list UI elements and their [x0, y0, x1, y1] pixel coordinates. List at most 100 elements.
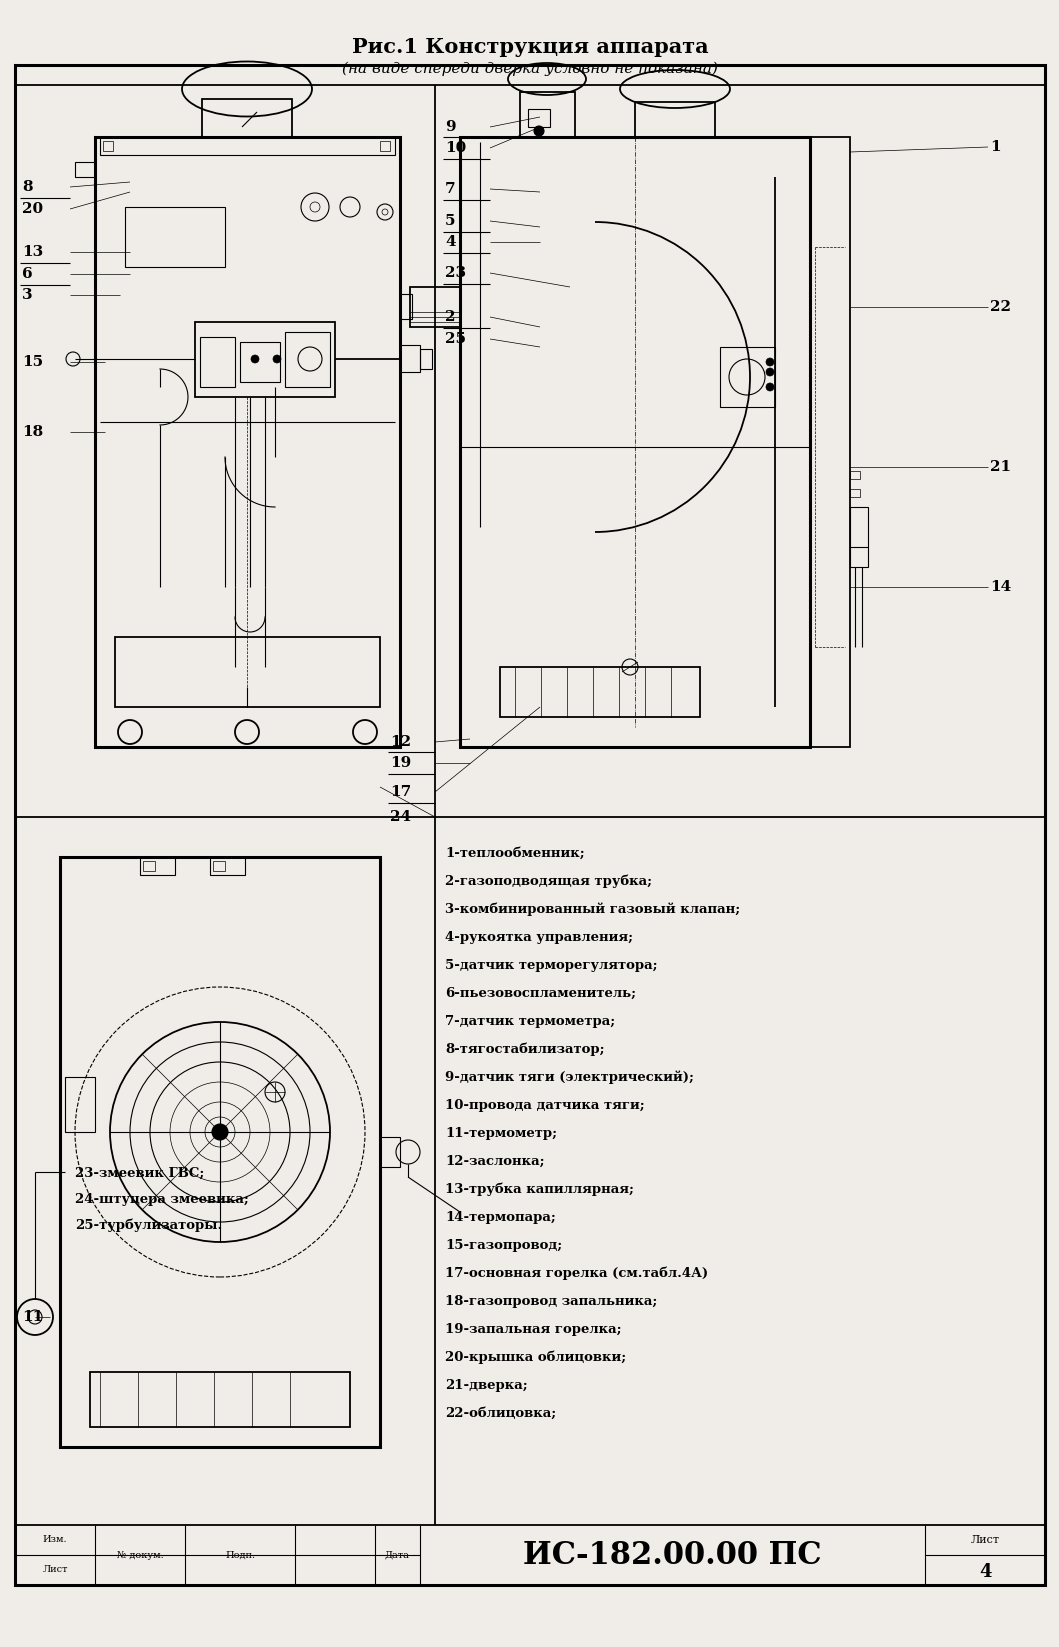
Bar: [400, 344, 420, 372]
Text: 1-теплообменник;: 1-теплообменник;: [445, 847, 585, 860]
Text: 25: 25: [445, 333, 466, 346]
Bar: [15, 1525, 1045, 1584]
Bar: [200, 338, 235, 387]
Bar: [850, 507, 868, 567]
Bar: [500, 667, 700, 716]
Text: Изм.: Изм.: [42, 1535, 68, 1545]
Text: 18: 18: [22, 425, 43, 440]
Text: 6-пьезовоспламенитель;: 6-пьезовоспламенитель;: [445, 987, 636, 1000]
Text: Дата: Дата: [384, 1550, 410, 1560]
Circle shape: [273, 356, 281, 362]
Bar: [380, 142, 390, 152]
Text: 7-датчик термометра;: 7-датчик термометра;: [445, 1015, 615, 1028]
Bar: [140, 856, 175, 875]
Bar: [115, 637, 380, 707]
Text: 23: 23: [445, 267, 466, 280]
Text: ИС-182.00.00 ПС: ИС-182.00.00 ПС: [523, 1540, 822, 1571]
Circle shape: [212, 1123, 228, 1140]
Text: 9-датчик тяги (электрический);: 9-датчик тяги (электрический);: [445, 1071, 694, 1084]
Text: 8: 8: [22, 180, 33, 194]
Bar: [103, 142, 113, 152]
Circle shape: [766, 357, 774, 366]
Text: 14: 14: [990, 580, 1011, 595]
Text: 21-дверка;: 21-дверка;: [445, 1379, 527, 1392]
Text: 19: 19: [390, 756, 411, 771]
Text: № докум.: № докум.: [116, 1550, 163, 1560]
Text: 15: 15: [22, 356, 43, 369]
Text: 23-змеевик ГВС;: 23-змеевик ГВС;: [75, 1168, 204, 1179]
Text: Лист: Лист: [42, 1566, 68, 1575]
Bar: [460, 137, 810, 748]
Text: 2-газоподводящая трубка;: 2-газоподводящая трубка;: [445, 875, 652, 888]
Circle shape: [251, 356, 259, 362]
Text: 20: 20: [22, 203, 43, 216]
Text: 11-термометр;: 11-термометр;: [445, 1127, 557, 1140]
Text: 22: 22: [990, 300, 1011, 315]
Text: 15-газопровод;: 15-газопровод;: [445, 1239, 562, 1252]
Text: 12: 12: [390, 735, 411, 749]
Bar: [400, 295, 412, 320]
Text: 3: 3: [22, 288, 33, 301]
Text: 24-штуцера змеевика;: 24-штуцера змеевика;: [75, 1192, 249, 1206]
Text: (на виде спереди дверка условно не показана): (на виде спереди дверка условно не показ…: [342, 63, 718, 76]
Text: 4: 4: [445, 236, 455, 249]
Text: 11: 11: [22, 1309, 43, 1324]
Bar: [850, 471, 860, 479]
Bar: [143, 861, 155, 871]
Text: 9: 9: [445, 120, 455, 133]
Text: Подп.: Подп.: [225, 1550, 255, 1560]
Bar: [202, 99, 292, 137]
Circle shape: [766, 367, 774, 376]
Text: 6: 6: [22, 267, 33, 282]
Text: 17-основная горелка (см.табл.4А): 17-основная горелка (см.табл.4А): [445, 1267, 708, 1280]
Text: 7: 7: [445, 183, 455, 196]
Text: 10: 10: [445, 142, 466, 155]
Bar: [380, 1136, 400, 1168]
Bar: [240, 343, 280, 382]
Bar: [60, 856, 380, 1448]
Text: 2: 2: [445, 310, 455, 324]
Text: 13-трубка капиллярная;: 13-трубка капиллярная;: [445, 1183, 634, 1196]
Bar: [528, 109, 550, 127]
Text: Рис.1 Конструкция аппарата: Рис.1 Конструкция аппарата: [352, 36, 708, 58]
Text: 21: 21: [990, 460, 1011, 474]
Text: 24: 24: [390, 810, 411, 824]
Bar: [410, 287, 460, 328]
Text: 4-рукоятка управления;: 4-рукоятка управления;: [445, 931, 633, 944]
Text: 1: 1: [990, 140, 1001, 155]
Bar: [420, 349, 432, 369]
Text: 4: 4: [979, 1563, 991, 1581]
Circle shape: [766, 384, 774, 390]
Text: 12-заслонка;: 12-заслонка;: [445, 1155, 544, 1168]
Bar: [850, 489, 860, 497]
Text: 19-запальная горелка;: 19-запальная горелка;: [445, 1323, 622, 1336]
Bar: [720, 348, 775, 407]
Bar: [75, 161, 95, 176]
Bar: [210, 856, 245, 875]
Text: 8-тягостабилизатор;: 8-тягостабилизатор;: [445, 1043, 605, 1056]
Circle shape: [534, 127, 544, 137]
Bar: [125, 208, 225, 267]
Text: 5-датчик терморегулятора;: 5-датчик терморегулятора;: [445, 959, 658, 972]
Text: 14-термопара;: 14-термопара;: [445, 1211, 556, 1224]
Bar: [810, 137, 850, 748]
Text: 17: 17: [390, 786, 411, 799]
Text: 20-крышка облицовки;: 20-крышка облицовки;: [445, 1351, 626, 1364]
Text: 10-провода датчика тяги;: 10-провода датчика тяги;: [445, 1099, 645, 1112]
Text: 5: 5: [445, 214, 455, 227]
Bar: [95, 137, 400, 748]
Bar: [285, 333, 330, 387]
Bar: [635, 102, 715, 137]
Text: 22-облицовка;: 22-облицовка;: [445, 1407, 556, 1420]
Bar: [65, 1077, 95, 1131]
Text: 25-турбулизаторы.: 25-турбулизаторы.: [75, 1219, 222, 1232]
Text: 18-газопровод запальника;: 18-газопровод запальника;: [445, 1295, 658, 1308]
Bar: [195, 323, 335, 397]
Bar: [213, 861, 225, 871]
Text: Лист: Лист: [970, 1535, 1000, 1545]
Text: 13: 13: [22, 245, 43, 259]
Bar: [100, 137, 395, 155]
Bar: [90, 1372, 351, 1426]
Bar: [520, 92, 575, 137]
Text: 3-комбинированный газовый клапан;: 3-комбинированный газовый клапан;: [445, 903, 740, 916]
